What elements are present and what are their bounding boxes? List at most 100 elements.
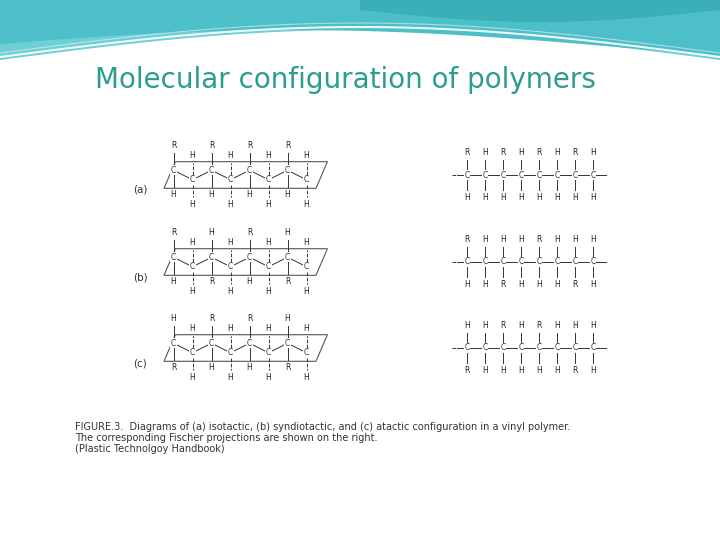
Text: H: H (189, 324, 195, 333)
Text: C: C (171, 166, 176, 175)
Text: H: H (518, 321, 524, 330)
Text: H: H (304, 373, 310, 382)
Text: R: R (536, 235, 541, 244)
Text: C: C (518, 343, 523, 353)
Text: C: C (190, 262, 195, 271)
Text: C: C (482, 171, 487, 179)
Text: H: H (554, 235, 560, 244)
Text: R: R (209, 277, 214, 286)
Text: R: R (171, 141, 176, 150)
Text: R: R (464, 366, 469, 375)
Text: H: H (171, 190, 176, 199)
Text: C: C (228, 176, 233, 184)
Text: H: H (572, 321, 578, 330)
Text: H: H (464, 280, 469, 289)
Text: H: H (247, 190, 253, 199)
Text: C: C (171, 253, 176, 262)
Text: H: H (590, 321, 596, 330)
Text: (c): (c) (133, 358, 147, 368)
Text: R: R (285, 141, 290, 150)
Text: C: C (572, 258, 577, 267)
Text: R: R (247, 314, 252, 323)
Text: H: H (482, 366, 487, 375)
Text: H: H (304, 287, 310, 296)
Text: H: H (554, 193, 560, 202)
Text: R: R (572, 148, 578, 157)
Text: (a): (a) (132, 185, 147, 195)
Text: C: C (304, 348, 309, 357)
Text: C: C (171, 339, 176, 348)
Text: H: H (266, 373, 271, 382)
Text: H: H (304, 151, 310, 160)
Text: H: H (500, 235, 505, 244)
Text: R: R (464, 235, 469, 244)
Text: C: C (266, 348, 271, 357)
Text: H: H (590, 366, 596, 375)
Text: H: H (304, 200, 310, 208)
Text: R: R (209, 141, 214, 150)
Text: H: H (482, 235, 487, 244)
Text: H: H (209, 363, 215, 372)
Text: C: C (518, 258, 523, 267)
Text: R: R (500, 148, 505, 157)
Text: H: H (482, 280, 487, 289)
Text: FIGURE.3.  Diagrams of (a) isotactic, (b) syndiotactic, and (c) atactic configur: FIGURE.3. Diagrams of (a) isotactic, (b)… (75, 422, 570, 432)
Polygon shape (360, 0, 720, 22)
Text: C: C (536, 258, 541, 267)
Text: H: H (554, 280, 560, 289)
Text: C: C (590, 258, 596, 267)
Text: C: C (304, 176, 309, 184)
Text: C: C (554, 258, 559, 267)
Text: H: H (590, 280, 596, 289)
Text: C: C (209, 339, 214, 348)
Text: H: H (304, 238, 310, 247)
Text: C: C (536, 171, 541, 179)
Text: C: C (228, 348, 233, 357)
Text: H: H (228, 200, 233, 208)
Text: C: C (590, 343, 596, 353)
Text: H: H (228, 151, 233, 160)
Text: R: R (285, 363, 290, 372)
Text: H: H (266, 324, 271, 333)
Text: C: C (500, 343, 505, 353)
Text: R: R (536, 148, 541, 157)
Text: H: H (228, 238, 233, 247)
Text: C: C (464, 343, 469, 353)
Text: H: H (304, 324, 310, 333)
Text: H: H (482, 148, 487, 157)
Text: H: H (228, 373, 233, 382)
Polygon shape (0, 0, 720, 60)
Text: C: C (554, 171, 559, 179)
Text: R: R (500, 280, 505, 289)
Text: H: H (482, 193, 487, 202)
Text: H: H (266, 287, 271, 296)
Text: H: H (500, 193, 505, 202)
Text: H: H (189, 200, 195, 208)
Text: H: H (500, 366, 505, 375)
Text: C: C (554, 343, 559, 353)
Text: R: R (171, 228, 176, 237)
Text: H: H (266, 200, 271, 208)
Text: H: H (171, 314, 176, 323)
Polygon shape (0, 0, 720, 56)
Text: H: H (590, 235, 596, 244)
Text: C: C (266, 176, 271, 184)
Text: H: H (572, 193, 578, 202)
Text: H: H (266, 151, 271, 160)
Text: C: C (590, 171, 596, 179)
Text: H: H (266, 238, 271, 247)
Text: R: R (247, 228, 252, 237)
Text: C: C (518, 171, 523, 179)
Text: H: H (554, 321, 560, 330)
Text: H: H (284, 314, 290, 323)
Text: R: R (209, 314, 214, 323)
Text: H: H (284, 228, 290, 237)
Text: H: H (518, 366, 524, 375)
Text: H: H (228, 287, 233, 296)
Text: H: H (189, 373, 195, 382)
Text: H: H (536, 193, 542, 202)
Text: H: H (590, 148, 596, 157)
Text: R: R (171, 363, 176, 372)
Text: C: C (572, 343, 577, 353)
Text: H: H (247, 363, 253, 372)
